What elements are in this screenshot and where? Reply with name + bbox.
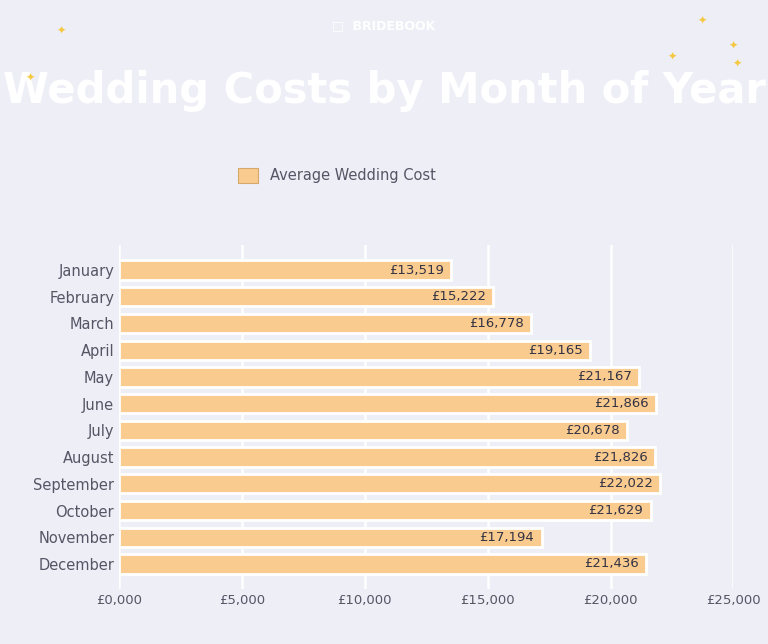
Text: ✦: ✦ [57,26,66,36]
Bar [119,341,590,360]
Text: £21,866: £21,866 [594,397,649,410]
Bar [119,527,541,547]
Text: Wedding Costs by Month of Year: Wedding Costs by Month of Year [2,70,766,111]
Bar [119,448,655,467]
Text: £13,519: £13,519 [389,263,444,276]
Text: ✦: ✦ [733,59,742,69]
Text: £21,436: £21,436 [584,558,638,571]
Text: £20,678: £20,678 [565,424,620,437]
Text: £22,022: £22,022 [598,477,653,490]
Bar [119,421,627,440]
Bar [119,474,660,493]
Text: ✦: ✦ [26,73,35,83]
Text: £21,629: £21,629 [588,504,644,517]
Bar [119,287,493,307]
Bar [119,501,650,520]
Bar [119,367,639,386]
Bar [119,314,531,333]
Text: ✦: ✦ [729,41,738,50]
Bar [119,554,646,574]
Text: £16,778: £16,778 [469,317,524,330]
Text: ✦: ✦ [698,16,707,26]
Text: £21,826: £21,826 [594,451,648,464]
Text: £15,222: £15,222 [431,290,486,303]
Bar [119,260,452,279]
Text: £21,167: £21,167 [577,370,632,383]
Text: £19,165: £19,165 [528,344,583,357]
Text: ✦: ✦ [667,52,677,62]
Text: □  BRIDEBOOK: □ BRIDEBOOK [333,19,435,32]
Legend: Average Wedding Cost: Average Wedding Cost [237,167,435,184]
Bar [119,394,657,413]
Text: £17,194: £17,194 [479,531,535,544]
